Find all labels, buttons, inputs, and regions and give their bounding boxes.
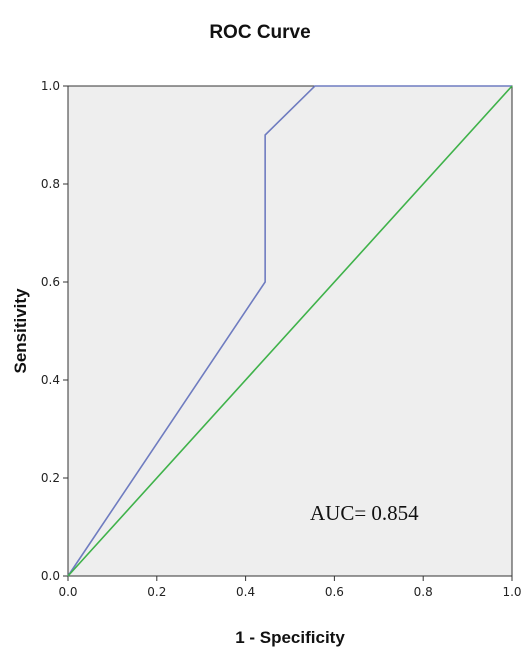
x-tick-label: 0.0 (58, 585, 77, 599)
x-tick-label: 0.2 (147, 585, 166, 599)
y-axis-label: Sensitivity (11, 288, 30, 374)
x-tick-label: 0.4 (236, 585, 255, 599)
auc-annotation: AUC= 0.854 (310, 501, 419, 525)
x-axis-ticks: 0.0 0.2 0.4 0.6 0.8 1.0 (58, 576, 522, 599)
series-layer (67, 85, 513, 577)
chart-title: ROC Curve (209, 22, 310, 43)
roc-curve-line (67, 85, 512, 577)
x-tick-label: 1.0 (502, 585, 521, 599)
y-tick-label: 0.2 (41, 471, 60, 485)
y-tick-label: 0.8 (41, 177, 60, 191)
x-tick-label: 0.8 (414, 585, 433, 599)
y-tick-label: 1.0 (41, 79, 60, 93)
y-tick-label: 0.4 (41, 373, 60, 387)
y-tick-label: 0.6 (41, 275, 60, 289)
x-tick-label: 0.6 (325, 585, 344, 599)
y-tick-label: 0.0 (41, 569, 60, 583)
reference-diagonal-line (67, 85, 513, 577)
x-axis-label: 1 - Specificity (235, 628, 345, 647)
y-axis-ticks: 0.0 0.2 0.4 0.6 0.8 1.0 (41, 79, 68, 583)
